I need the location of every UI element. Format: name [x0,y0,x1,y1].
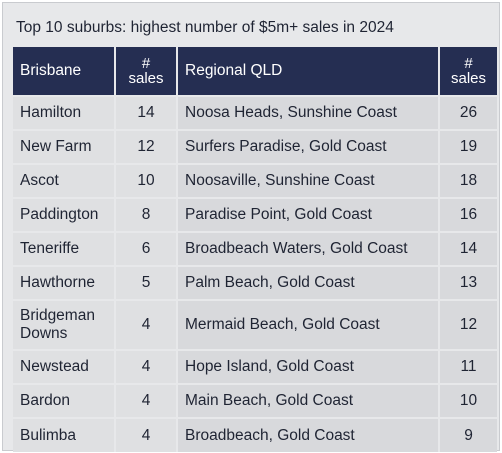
brisbane-sales-count: 8 [115,197,178,232]
table-row: Bardon 4 Main Beach, Gold Coast 10 [13,383,497,418]
regional-suburb: Noosaville, Sunshine Coast [177,163,440,198]
brisbane-sales-count: 14 [115,95,178,130]
brisbane-sales-count: 10 [115,163,178,198]
brisbane-sales-count: 4 [115,383,178,418]
regional-suburb: Mermaid Beach, Gold Coast [177,299,440,350]
regional-suburb: Palm Beach, Gold Coast [177,265,440,300]
regional-sales-count: 11 [439,349,497,384]
regional-sales-count: 14 [439,231,497,266]
regional-suburb: Broadbeach, Gold Coast [177,417,440,452]
brisbane-sales-count: 4 [115,299,178,350]
table-row: Newstead 4 Hope Island, Gold Coast 11 [13,349,497,384]
brisbane-sales-count: 12 [115,129,178,164]
brisbane-sales-count: 6 [115,231,178,266]
brisbane-suburb: Newstead [13,349,116,384]
table-title: Top 10 suburbs: highest number of $5m+ s… [16,19,394,36]
brisbane-suburb: Paddington [13,197,116,232]
table-row: Teneriffe 6 Broadbeach Waters, Gold Coas… [13,231,497,266]
regional-sales-count: 18 [439,163,497,198]
regional-sales-count: 19 [439,129,497,164]
table-row: New Farm 12 Surfers Paradise, Gold Coast… [13,129,497,164]
brisbane-suburb: Teneriffe [13,231,116,266]
brisbane-suburb: New Farm [13,129,116,164]
header-brisbane-sales-label: # sales [128,55,164,87]
brisbane-sales-count: 5 [115,265,178,300]
header-regional-sales: # sales [439,47,497,96]
table-row: Hawthorne 5 Palm Beach, Gold Coast 13 [13,265,497,300]
table-row: Hamilton 14 Noosa Heads, Sunshine Coast … [13,95,497,130]
brisbane-sales-count: 4 [115,417,178,452]
regional-sales-count: 26 [439,95,497,130]
regional-suburb: Main Beach, Gold Coast [177,383,440,418]
brisbane-sales-count: 4 [115,349,178,384]
brisbane-suburb: Bridgeman Downs [13,299,116,350]
brisbane-suburb: Hawthorne [13,265,116,300]
regional-suburb: Paradise Point, Gold Coast [177,197,440,232]
suburb-sales-table: Brisbane # sales Regional QLD # sales Ha… [13,47,497,452]
regional-suburb: Surfers Paradise, Gold Coast [177,129,440,164]
header-brisbane-sales: # sales [115,47,178,96]
header-regional: Regional QLD [177,47,440,96]
regional-sales-count: 16 [439,197,497,232]
brisbane-suburb: Hamilton [13,95,116,130]
regional-sales-count: 10 [439,383,497,418]
brisbane-suburb: Bulimba [13,417,116,452]
brisbane-suburb: Ascot [13,163,116,198]
table-row: Bridgeman Downs 4 Mermaid Beach, Gold Co… [13,299,497,350]
regional-sales-count: 9 [439,417,497,452]
table-row: Paddington 8 Paradise Point, Gold Coast … [13,197,497,232]
regional-suburb: Noosa Heads, Sunshine Coast [177,95,440,130]
regional-sales-count: 12 [439,299,497,350]
table-row: Ascot 10 Noosaville, Sunshine Coast 18 [13,163,497,198]
brisbane-suburb: Bardon [13,383,116,418]
table-header-row: Brisbane # sales Regional QLD # sales [13,47,497,96]
header-regional-sales-label: # sales [450,55,487,87]
table-row: Bulimba 4 Broadbeach, Gold Coast 9 [13,417,497,452]
regional-sales-count: 13 [439,265,497,300]
regional-suburb: Broadbeach Waters, Gold Coast [177,231,440,266]
header-brisbane: Brisbane [13,47,116,96]
regional-suburb: Hope Island, Gold Coast [177,349,440,384]
